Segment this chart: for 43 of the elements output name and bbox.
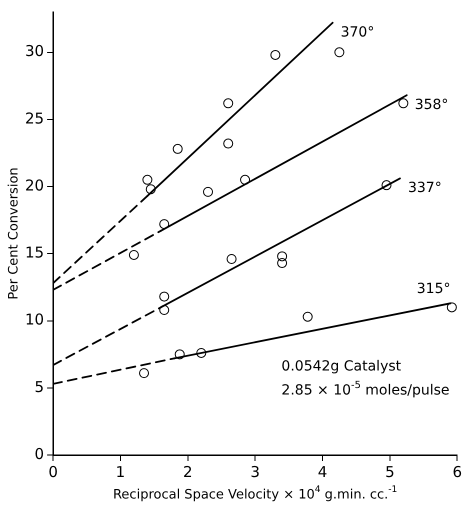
point [270,50,280,60]
x-tick-label: 5 [385,462,395,481]
point [398,98,408,108]
point [159,292,170,302]
point [203,186,214,197]
point [334,47,344,58]
y-tick-label: 0 [34,444,44,463]
y-tick-label: 30 [24,42,44,60]
point [142,174,152,185]
point [446,302,457,312]
annotation: 0.0542g Catalyst [281,358,402,375]
point [223,138,234,149]
annotation: 358° [414,96,448,113]
annotation: 315° [416,280,451,297]
point [139,368,150,378]
point [223,98,234,108]
point [172,144,183,154]
annotation: 337° [408,180,442,196]
point [174,349,185,360]
point [240,174,250,185]
x-tick-label: 4 [318,462,328,481]
y-axis-title: Per Cent Conversion [6,167,22,300]
point [277,251,288,262]
x-tick-label: 2 [183,462,193,481]
point [128,250,139,260]
point [226,254,237,264]
x-tick-label: 0 [48,462,58,481]
annotation: 370° [340,24,374,40]
x-tick-label: 1 [116,462,126,481]
y-tick-label: 5 [34,378,44,396]
point [277,258,288,268]
point [159,219,170,230]
y-tick-label: 25 [24,109,44,128]
point [159,305,170,316]
point [302,312,313,322]
y-tick-label: 10 [24,310,44,329]
point [196,348,206,358]
y-tick-label: 15 [24,244,44,262]
x-tick-label: 3 [250,462,260,481]
y-tick-label: 20 [24,176,44,194]
x-tick-label: 6 [452,462,462,481]
point [146,184,156,194]
point [382,180,392,190]
